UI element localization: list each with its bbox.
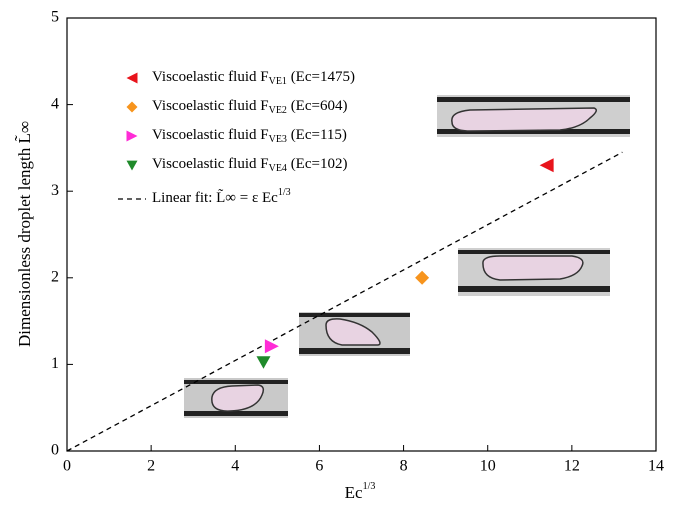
y-tick-label: 2 [51,268,59,285]
x-tick-label: 2 [147,458,155,475]
legend-marker [126,101,138,113]
insets [184,95,630,418]
data-point [539,158,554,173]
x-tick-label: 10 [480,458,496,475]
data-point [415,270,430,285]
legend-marker [126,72,138,84]
x-tick-label: 0 [63,458,71,475]
legend-label: Viscoelastic fluid FVE1 (Ec=1475) [152,69,355,87]
legend-label: Viscoelastic fluid FVE4 (Ec=102) [152,156,347,174]
y-tick-label: 0 [51,442,59,459]
x-tick-label: 4 [231,458,239,475]
x-tick-label: 12 [564,458,580,475]
data-point [256,356,271,369]
x-tick-label: 6 [315,458,323,475]
data-point [264,339,279,354]
inset-image [437,95,630,137]
x-tick-label: 14 [648,458,664,475]
inset-image [184,378,288,418]
y-tick-label: 1 [51,355,59,372]
legend-marker [126,130,138,142]
y-tick-label: 4 [51,95,59,112]
legend-label: Viscoelastic fluid FVE3 (Ec=115) [152,127,347,145]
plot-frame [66,17,657,452]
y-tick-label: 5 [51,9,59,26]
legend-marker [126,160,138,171]
inset-image [299,312,410,356]
legend-label: Viscoelastic fluid FVE2 (Ec=604) [152,98,347,116]
y-axis-label: Dimensionless droplet length L̃∞ [15,121,34,347]
legend-label: Linear fit: L̃∞ = ε Ec1/3 [152,187,291,206]
x-axis-label: Ec1/3 [345,481,376,502]
y-tick-label: 3 [51,182,59,199]
fit-line [66,151,623,452]
x-tick-label: 8 [400,458,408,475]
inset-image [458,248,610,296]
